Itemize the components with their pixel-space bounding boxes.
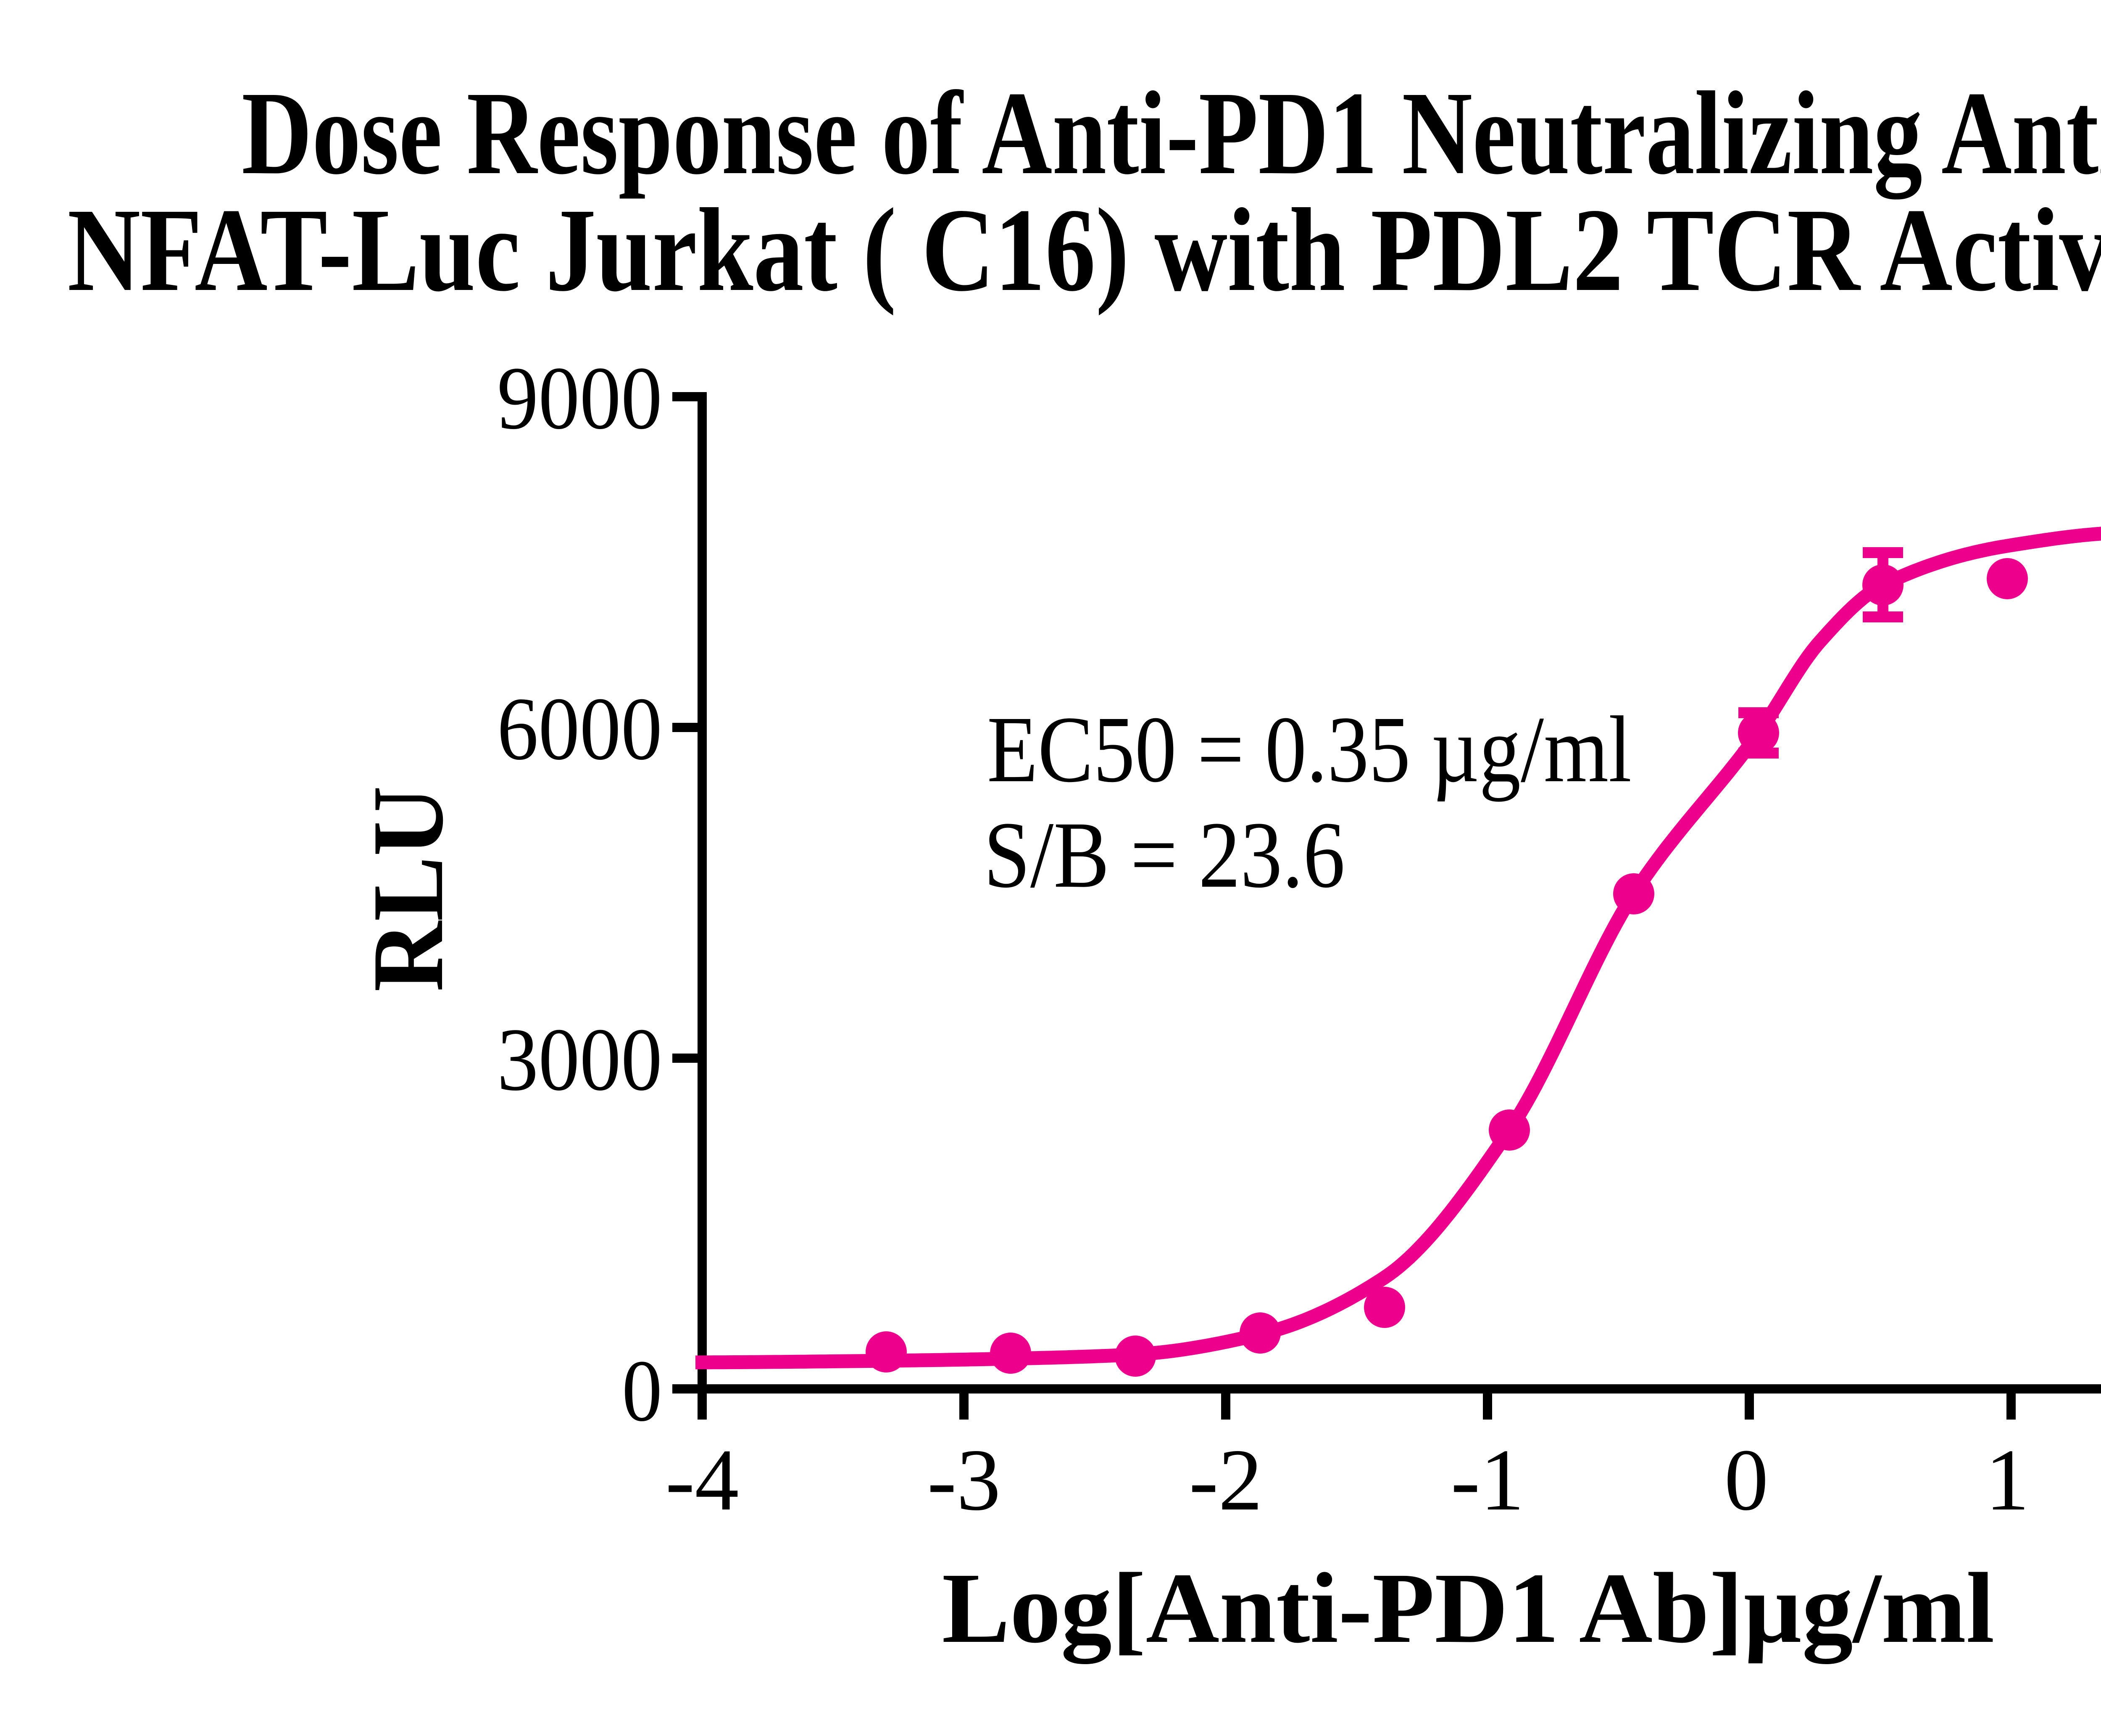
- svg-text:-4: -4: [666, 1431, 739, 1529]
- svg-text:1: 1: [1985, 1431, 2030, 1529]
- svg-text:0: 0: [622, 1342, 662, 1440]
- svg-text:NFAT-Luc Jurkat ( C16) with: NFAT-Luc Jurkat ( C16) with PDL2 TCR Act…: [68, 184, 2101, 316]
- svg-text:Dose Response of Anti-PD1 Neut: Dose Response of Anti-PD1 Neutralizing A…: [242, 67, 2101, 201]
- svg-text:Log[Anti-PD1 Ab]µg/ml: Log[Anti-PD1 Ab]µg/ml: [942, 1552, 1995, 1664]
- svg-text:RLU: RLU: [352, 786, 464, 992]
- svg-text:6000: 6000: [497, 679, 662, 779]
- svg-text:-2: -2: [1189, 1431, 1263, 1529]
- svg-text:-1: -1: [1451, 1431, 1524, 1529]
- svg-text:EC50 = 0.35 µg/ml: EC50 = 0.35 µg/ml: [987, 697, 1632, 802]
- svg-text:S/B = 23.6: S/B = 23.6: [984, 802, 1345, 907]
- svg-text:-3: -3: [927, 1431, 1001, 1529]
- svg-text:0: 0: [1725, 1431, 1769, 1529]
- svg-text:9000: 9000: [497, 348, 662, 448]
- svg-text:3000: 3000: [497, 1010, 662, 1109]
